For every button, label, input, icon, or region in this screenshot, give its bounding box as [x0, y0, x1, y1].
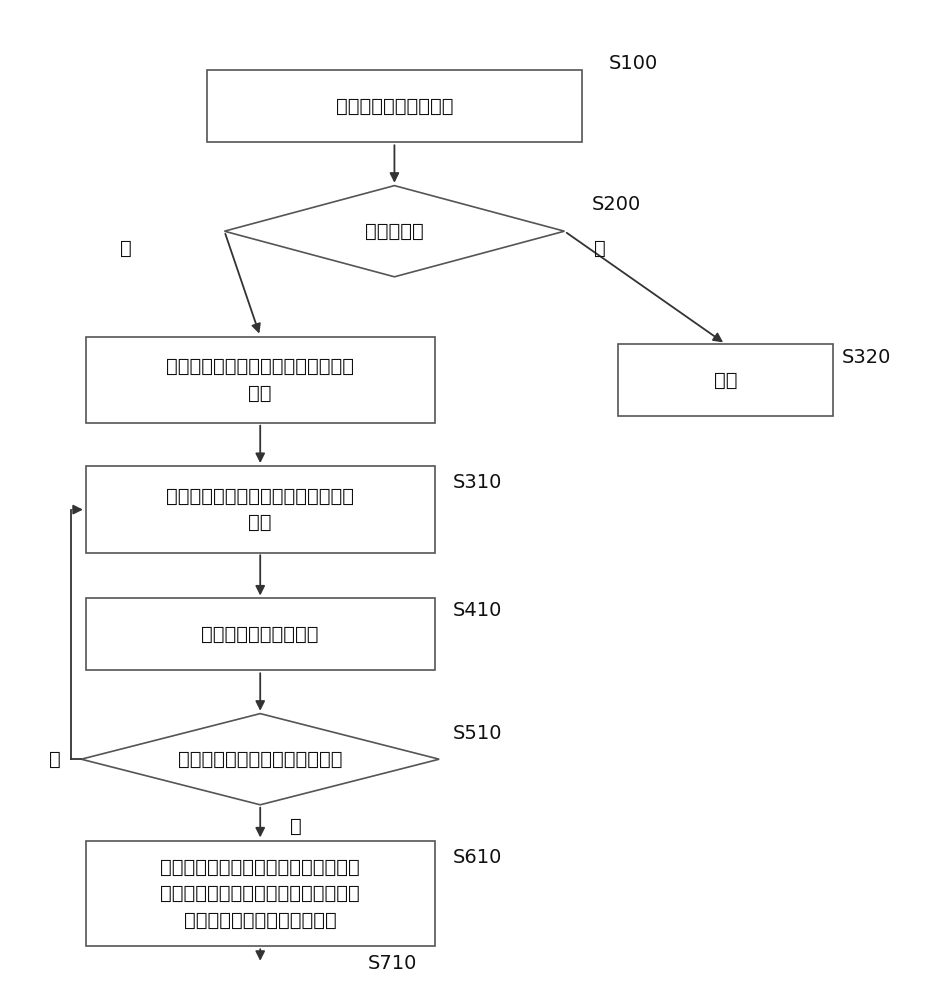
- Text: 第一预设点火角的数量为目标值: 第一预设点火角的数量为目标值: [178, 750, 342, 769]
- Text: 否: 否: [595, 239, 606, 258]
- Text: S710: S710: [367, 954, 417, 973]
- Bar: [86, 466, 434, 553]
- Text: S310: S310: [453, 473, 502, 492]
- Bar: [207, 70, 582, 142]
- Polygon shape: [225, 186, 565, 277]
- Text: 得到多个第一温度值，比较各第一温度
值，以各第一温度值中的最大值对应的
第一预设点火角为目标点火角: 得到多个第一温度值，比较各第一温度 值，以各第一温度值中的最大值对应的 第一预设…: [160, 858, 360, 930]
- Text: 结束: 结束: [714, 370, 737, 389]
- Text: 检测发动机的工作状态: 检测发动机的工作状态: [336, 97, 453, 116]
- Bar: [86, 337, 434, 423]
- Text: S510: S510: [453, 724, 502, 743]
- Polygon shape: [81, 714, 439, 805]
- Text: S100: S100: [610, 54, 658, 73]
- Text: S610: S610: [453, 848, 502, 867]
- Text: 检测催化器的中心温度: 检测催化器的中心温度: [201, 625, 319, 644]
- Text: S320: S320: [842, 348, 891, 367]
- Text: 将发动机的点火角调整至第一预设点
火角: 将发动机的点火角调整至第一预设点 火角: [166, 487, 354, 532]
- Text: 将发动机的空燃比调整至第一预设空
燃比: 将发动机的空燃比调整至第一预设空 燃比: [166, 357, 354, 403]
- Text: 否: 否: [48, 750, 61, 769]
- Bar: [86, 841, 434, 946]
- Text: S200: S200: [591, 195, 640, 214]
- Bar: [86, 598, 434, 670]
- Text: S410: S410: [453, 601, 502, 620]
- Bar: [618, 344, 833, 416]
- Text: 是: 是: [120, 239, 132, 258]
- Text: 发动机起动: 发动机起动: [365, 222, 424, 241]
- Text: 是: 是: [290, 817, 302, 836]
